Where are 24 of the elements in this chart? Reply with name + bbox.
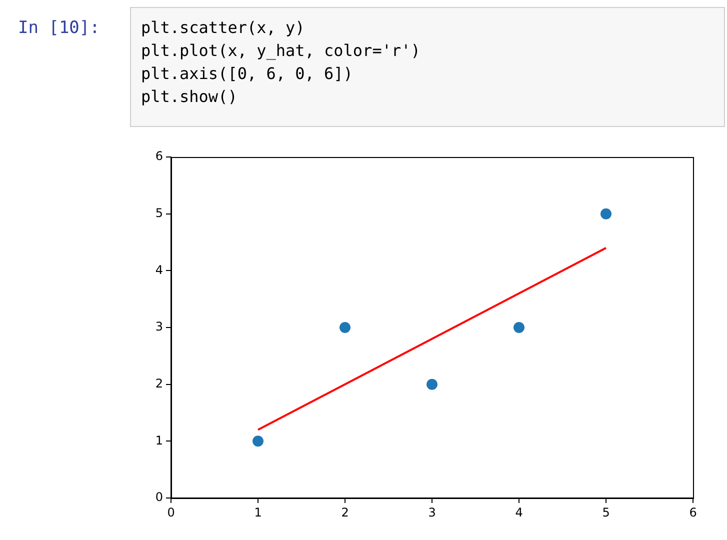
- point: [600, 208, 612, 220]
- text: plt.show(): [141, 86, 238, 108]
- point: [340, 322, 350, 333]
- y-tick-label: 0: [155, 490, 163, 504]
- x-tick-label: 4: [515, 505, 523, 520]
- text: In [10]:: [18, 18, 100, 38]
- point: [252, 436, 264, 447]
- x-tick-label: 1: [254, 505, 262, 520]
- y-tick-label: 2: [155, 376, 163, 390]
- y-tick-label: 3: [155, 320, 163, 334]
- x-tick-label: 0: [167, 505, 175, 520]
- y-tick-label: 1: [155, 433, 163, 448]
- point: [514, 322, 524, 333]
- x-tick-label: 6: [689, 505, 697, 520]
- x-tick-label: 5: [602, 505, 610, 520]
- y-tick-label: 5: [155, 206, 163, 220]
- point: [426, 378, 438, 390]
- y-tick-label: 6: [155, 149, 163, 164]
- text: plt.scatter(x, y): [141, 17, 306, 39]
- y-tick-label: 4: [155, 262, 163, 277]
- text: plt.axis([0, 6, 0, 6]): [141, 63, 354, 85]
- x-tick-label: 3: [428, 505, 436, 520]
- x-tick-label: 2: [341, 505, 349, 520]
- text: plt.plot(x, y_hat, color='r'): [141, 40, 422, 62]
